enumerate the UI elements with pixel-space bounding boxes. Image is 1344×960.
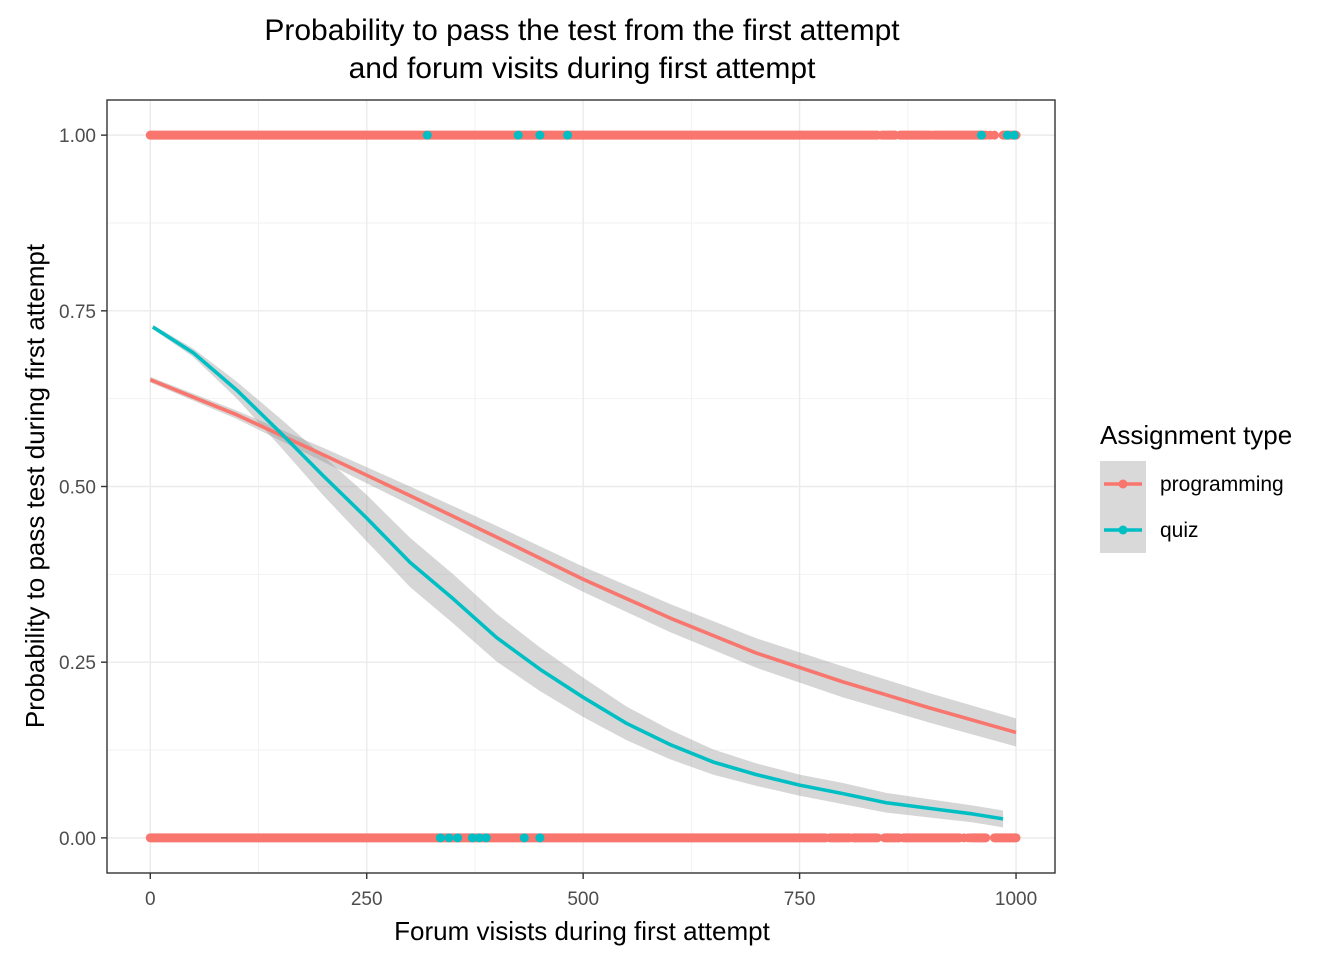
fit-lines: [149, 325, 1017, 821]
x-tick-label: 1000: [995, 889, 1037, 910]
x-tick-label: 0: [145, 889, 156, 910]
x-tick-label: 750: [784, 889, 816, 910]
data-point-quiz: [535, 833, 545, 843]
y-tick-label: 1.00: [59, 126, 96, 147]
data-point-quiz: [519, 833, 529, 843]
data-point-quiz: [1002, 130, 1012, 140]
data-point-quiz: [444, 833, 454, 843]
legend-key-point: [1118, 525, 1128, 535]
data-point-programming: [963, 833, 973, 843]
y-tick-label: 0.00: [59, 829, 96, 850]
fit-line-programming: [149, 378, 1017, 735]
x-tick-label: 500: [567, 889, 599, 910]
data-point-programming: [989, 130, 999, 140]
y-tick-label: 0.25: [59, 653, 96, 674]
y-axis-title: Probability to pass test during first at…: [20, 243, 50, 728]
legend-label: programming: [1160, 473, 1284, 496]
data-point-quiz: [481, 833, 491, 843]
chart-subtitle: and forum visits during first attempt: [349, 52, 817, 85]
data-point-quiz: [435, 833, 445, 843]
x-tick-label: 250: [351, 889, 383, 910]
fit-line-quiz: [151, 325, 1004, 821]
data-point-quiz: [976, 130, 986, 140]
data-point-quiz: [453, 833, 463, 843]
axis-ticks: 0 250 500 750 1000 0.00 0.25 0.50 0.75 1.00: [59, 126, 1037, 910]
data-point-programming: [829, 833, 839, 843]
data-point-quiz: [422, 130, 432, 140]
data-point-quiz: [513, 130, 523, 140]
ci-band-programming: [150, 376, 1017, 747]
y-tick-label: 0.50: [59, 478, 96, 499]
legend: programming quiz: [1100, 461, 1284, 553]
data-points: [145, 130, 1021, 843]
data-point-programming: [890, 130, 900, 140]
data-point-quiz: [535, 130, 545, 140]
legend-label: quiz: [1160, 519, 1199, 542]
legend-key-point: [1118, 479, 1128, 489]
data-point-programming: [976, 833, 986, 843]
x-axis-title: Forum visists during first attempt: [394, 916, 770, 946]
y-tick-label: 0.75: [59, 302, 96, 323]
data-point-programming: [926, 130, 936, 140]
data-point-programming: [851, 833, 861, 843]
data-point-programming: [907, 130, 917, 140]
chart-title: Probability to pass the test from the fi…: [264, 14, 900, 47]
data-point-quiz: [474, 833, 484, 843]
data-point-quiz: [467, 833, 477, 843]
data-point-programming: [883, 833, 893, 843]
data-point-quiz: [563, 130, 573, 140]
legend-title: Assignment type: [1100, 420, 1292, 450]
confidence-bands: [150, 324, 1017, 828]
data-point-quiz: [1009, 130, 1019, 140]
